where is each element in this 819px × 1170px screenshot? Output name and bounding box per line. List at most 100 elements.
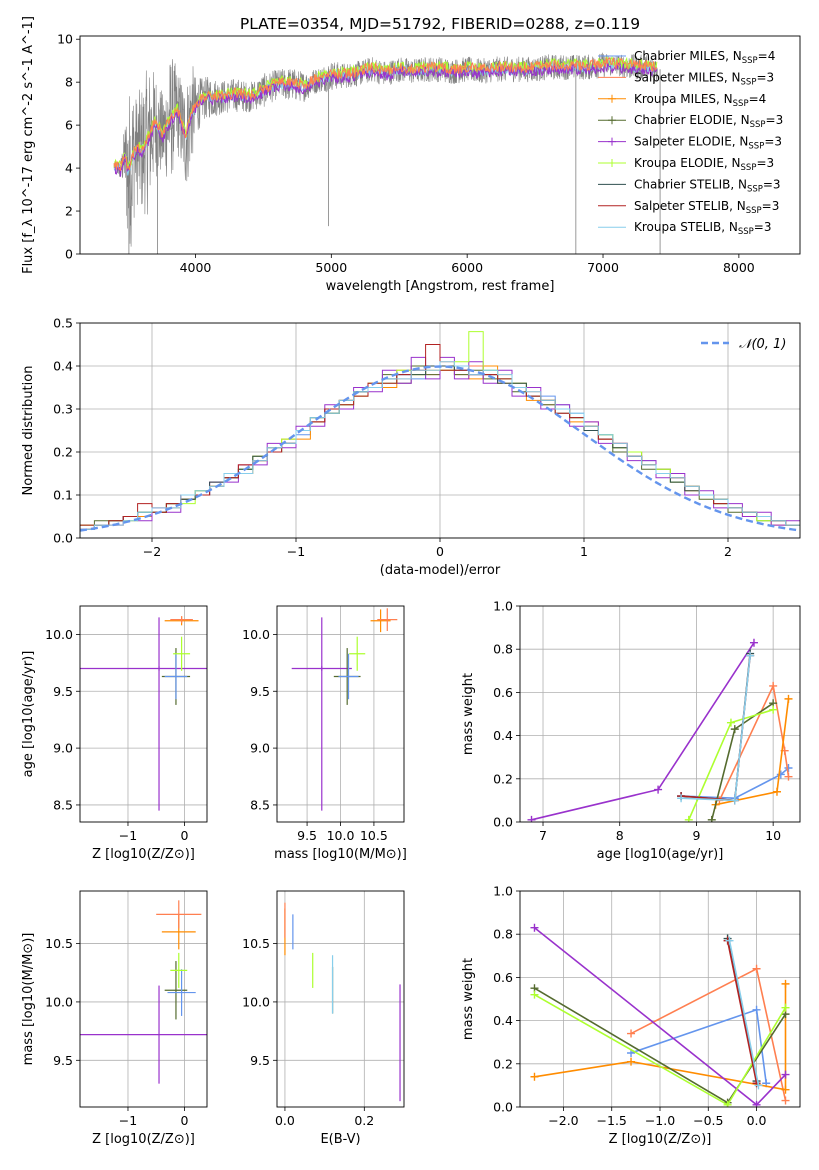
weight-series: [627, 964, 790, 1105]
error-bar-point: [170, 952, 188, 988]
error-bar-point: [80, 985, 207, 1084]
x-tick-label: 0: [180, 828, 188, 843]
y-tick-label: 0.5: [53, 316, 73, 331]
weight-marker: [730, 796, 739, 805]
y-axis-label: mass [log10(M/M⊙)]: [21, 933, 36, 1066]
y-tick-label: 0.2: [53, 445, 73, 460]
legend-marker: [608, 94, 616, 103]
spectrum-axes: 4000 5000 6000 7000 8000 0 2 4 6 8 10 wavelength [A…: [21, 16, 801, 294]
y-tick-label: 8: [65, 75, 73, 90]
x-tick-label: −2.0: [548, 1113, 578, 1128]
legend-label: Kroupa MILES, NSSP=4: [634, 92, 766, 109]
weight-marker: [530, 923, 539, 932]
weight-marker: [677, 794, 686, 803]
weight-series: [530, 923, 790, 1107]
age-vs-z-plot-area: [80, 606, 207, 822]
x-tick-label: 4000: [180, 260, 212, 275]
error-bar-point: [164, 653, 188, 700]
y-tick-label: 0.0: [493, 1100, 513, 1115]
legend-label: Chabrier ELODIE, NSSP=3: [634, 113, 783, 130]
weight-marker: [752, 1005, 761, 1014]
legend-marker: [608, 116, 616, 125]
y-tick-label: 0.1: [53, 488, 73, 503]
weight-series: [530, 979, 790, 1094]
y-tick-label: 10.0: [242, 994, 270, 1009]
weight-marker: [781, 1003, 790, 1012]
x-tick-label: −1.0: [645, 1113, 675, 1128]
axes-frame: [79, 605, 208, 823]
weight-marker: [726, 718, 735, 727]
weight-line: [681, 767, 790, 800]
x-tick-label: −1: [119, 828, 137, 843]
y-tick-label: 8.5: [53, 797, 73, 812]
weight-marker: [654, 785, 663, 794]
x-tick-label: −1: [287, 544, 305, 559]
legend-label: Kroupa STELIB, NSSP=3: [634, 220, 772, 237]
y-tick-label: 9.5: [250, 1053, 270, 1068]
weight-marker: [746, 651, 755, 660]
x-tick-label: 10: [765, 828, 781, 843]
y-tick-label: 0.8: [493, 642, 513, 657]
weight-marker: [781, 1096, 790, 1105]
y-tick-label: 10.5: [242, 936, 270, 951]
weight-series: [527, 638, 758, 822]
legend-label: Kroupa ELODIE, NSSP=3: [634, 156, 774, 173]
mass-vs-z-axes: −1 0 9.5 10.0 10.5 Z [log10(Z/Z⊙)] mass [log10…: [21, 890, 208, 1147]
mass-vs-z-plot-area: [80, 891, 207, 1107]
legend-marker: [608, 137, 616, 146]
mass-vs-ebv-axes: 0.0 0.2 9.5 10.0 10.5 E(B-V): [242, 890, 405, 1147]
weight-marker: [769, 705, 778, 714]
y-tick-label: 0.4: [53, 359, 73, 374]
error-bar-point: [156, 900, 202, 929]
axes-frame: [276, 890, 405, 1108]
y-tick-label: 10.5: [45, 936, 73, 951]
y-tick-label: 0.4: [493, 1013, 513, 1028]
weight-series: [677, 651, 755, 805]
weight-marker: [725, 936, 734, 945]
x-tick-label: 1: [580, 544, 588, 559]
y-tick-label: 10.0: [45, 994, 73, 1009]
weight-line: [726, 940, 758, 1084]
residuals-axes: −2 −1 0 1 2 0.0 0.1 0.2 0.3 0.4 0.5 (data-model)/er…: [21, 316, 801, 578]
x-tick-label: 5000: [315, 260, 347, 275]
spectrum-title: PLATE=0354, MJD=51792, FIBERID=0288, z=0…: [240, 15, 640, 33]
y-tick-label: 0.4: [493, 728, 513, 743]
spectrum-plot-area: [113, 52, 661, 254]
x-tick-label: 9: [692, 828, 700, 843]
x-tick-label: 2: [724, 544, 732, 559]
x-axis-label: Z [log10(Z/Z⊙)]: [92, 847, 195, 862]
y-tick-label: 0.6: [493, 685, 513, 700]
weight-marker: [527, 815, 536, 822]
error-bar-point: [173, 636, 191, 671]
weight-series: [707, 699, 778, 822]
y-axis-label: mass weight: [461, 673, 476, 755]
y-tick-label: 0.0: [53, 531, 73, 546]
weight-marker: [707, 815, 716, 822]
weight-marker: [772, 787, 781, 796]
weight-marker: [749, 638, 758, 647]
weight-series: [530, 990, 790, 1107]
weight-series: [684, 705, 778, 822]
weight-marker: [752, 964, 761, 973]
weight-vs-z-axes: −2.0 −1.5 −1.0 −0.5 0.0 0.0 0.2 0.4 0.6 0.8 1.0 Z […: [461, 884, 801, 1147]
weight-marker: [784, 694, 793, 703]
weight-line: [718, 683, 790, 801]
age-vs-mass-axes: 9.5 10.0 10.5 8.5 9.0 9.5 10.0 mass [log10(M/M⊙…: [242, 605, 407, 862]
legend-label: Salpeter MILES, NSSP=3: [634, 70, 774, 87]
residuals-plot-area: [80, 323, 800, 538]
x-tick-label: 8000: [723, 260, 755, 275]
legend-label: 𝒩(0, 1): [739, 337, 786, 352]
weight-marker: [627, 1029, 636, 1038]
weight-marker: [781, 1085, 790, 1094]
weight-vs-age-axes: 7 8 9 10 0.0 0.2 0.4 0.6 0.8 1.0 age [log10(age/yr…: [461, 599, 801, 862]
legend-label: Salpeter STELIB, NSSP=3: [634, 199, 779, 216]
x-tick-label: 0: [180, 1113, 188, 1128]
x-tick-label: 0.2: [354, 1113, 374, 1128]
x-tick-label: 10.5: [360, 828, 388, 843]
axes-frame: [79, 890, 208, 1108]
weight-line: [728, 940, 760, 1086]
x-tick-label: −1: [119, 1113, 137, 1128]
y-tick-label: 2: [65, 204, 73, 219]
x-tick-label: 9.5: [297, 828, 317, 843]
